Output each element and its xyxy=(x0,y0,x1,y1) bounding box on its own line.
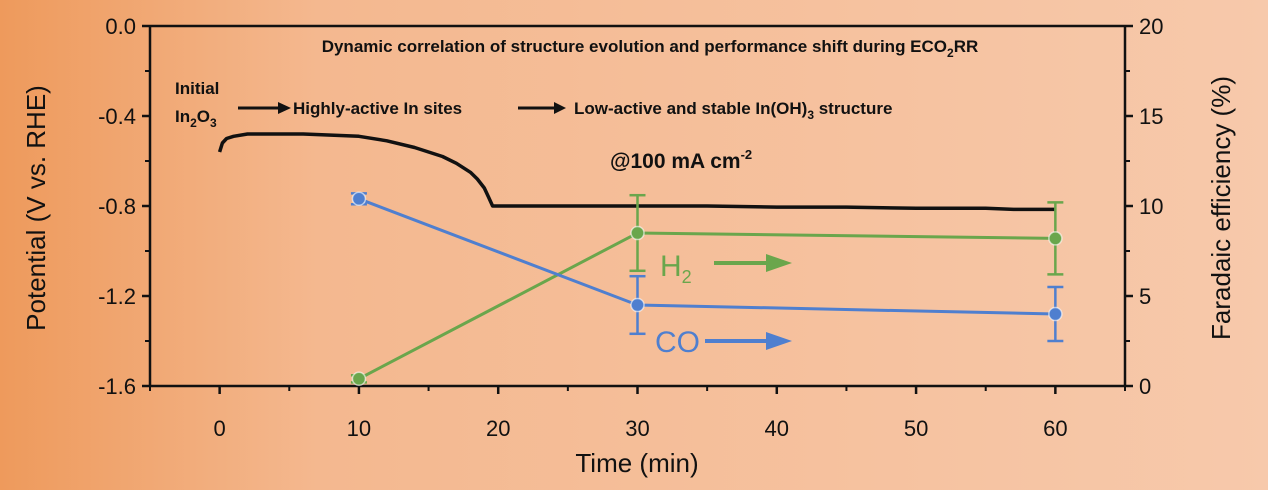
x-tick-label: 0 xyxy=(214,416,226,441)
y-right-tick-label: 5 xyxy=(1139,284,1151,309)
co-data-point xyxy=(630,297,645,313)
h2-data-point xyxy=(1048,231,1063,246)
y-right-axis-title: Faradaic efficiency (%) xyxy=(1206,76,1236,340)
x-tick-label: 50 xyxy=(904,416,928,441)
x-tick-label: 60 xyxy=(1043,416,1067,441)
x-tick-label: 20 xyxy=(486,416,510,441)
arrow-stage-2 xyxy=(518,102,566,114)
svg-text:H2: H2 xyxy=(660,250,692,287)
annotation-stage-3: Low-active and stable In(OH)3 structure xyxy=(574,99,892,122)
annotation-initial-formula: In2O3 xyxy=(175,107,217,130)
svg-text:CO: CO xyxy=(655,326,700,359)
annotation-stage-2: Highly-active In sites xyxy=(293,99,462,118)
y-left-tick-label: -0.4 xyxy=(98,104,136,129)
y-left-tick-label: 0.0 xyxy=(105,14,136,39)
y-right-tick-label: 15 xyxy=(1139,104,1163,129)
annotation-initial: Initial xyxy=(175,79,219,98)
h2-data-point xyxy=(351,371,367,387)
co-data-point xyxy=(1048,306,1063,322)
y-right-tick-label: 10 xyxy=(1139,194,1163,219)
y-left-tick-label: -1.6 xyxy=(98,374,136,399)
x-tick-label: 40 xyxy=(765,416,789,441)
y-right-tick-label: 20 xyxy=(1139,14,1163,39)
h2-data-point xyxy=(630,225,645,241)
annotation-current-density: @100 mA cm-2 xyxy=(610,147,752,173)
h2-series-label: H2 xyxy=(660,250,792,287)
co-series-label: CO xyxy=(655,326,792,359)
x-axis-title: Time (min) xyxy=(575,448,698,478)
y-left-tick-label: -1.2 xyxy=(98,284,136,309)
potential-trace xyxy=(217,132,1056,212)
arrow-stage-1 xyxy=(238,102,291,114)
chart-title: Dynamic correlation of structure evoluti… xyxy=(322,37,979,60)
co-data-point xyxy=(351,191,367,207)
x-tick-label: 10 xyxy=(347,416,371,441)
y-left-axis-title: Potential (V vs. RHE) xyxy=(21,85,51,331)
y-left-tick-label: -0.8 xyxy=(98,194,136,219)
x-tick-label: 30 xyxy=(625,416,649,441)
y-right-tick-label: 0 xyxy=(1139,374,1151,399)
